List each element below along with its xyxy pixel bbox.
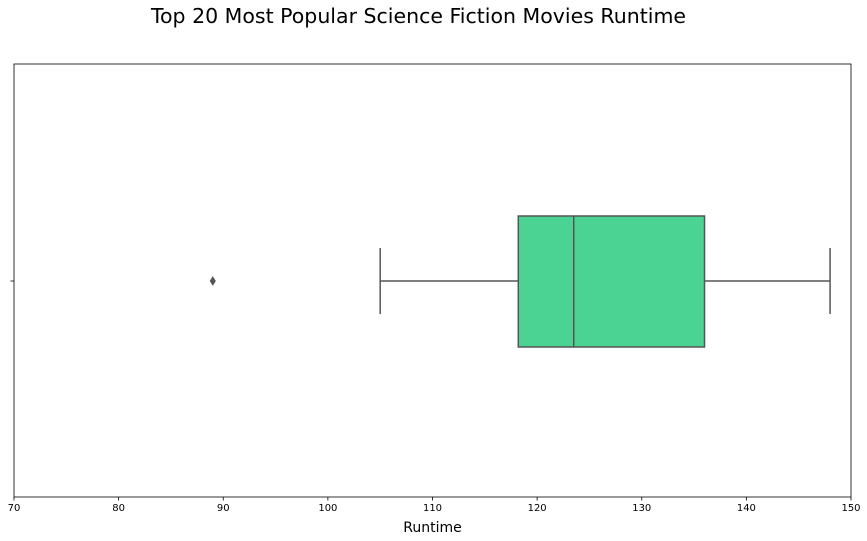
x-axis-label: Runtime <box>403 520 461 536</box>
x-tick-label: 100 <box>318 503 337 514</box>
x-tick-label: 110 <box>423 503 442 514</box>
x-tick-label: 130 <box>632 503 651 514</box>
x-tick-label: 120 <box>528 503 547 514</box>
x-tick-label: 140 <box>737 503 756 514</box>
x-tick-label: 80 <box>112 503 125 514</box>
x-tick-label: 70 <box>8 503 21 514</box>
x-tick-label: 90 <box>217 503 230 514</box>
x-axis: 70 80 90 100 110 120 130 140 150 <box>8 497 861 514</box>
chart-title: Top 20 Most Popular Science Fiction Movi… <box>150 4 687 28</box>
outlier-point <box>209 276 216 286</box>
iqr-box <box>517 215 706 348</box>
plot-area <box>209 215 831 348</box>
x-tick-label: 150 <box>841 503 860 514</box>
